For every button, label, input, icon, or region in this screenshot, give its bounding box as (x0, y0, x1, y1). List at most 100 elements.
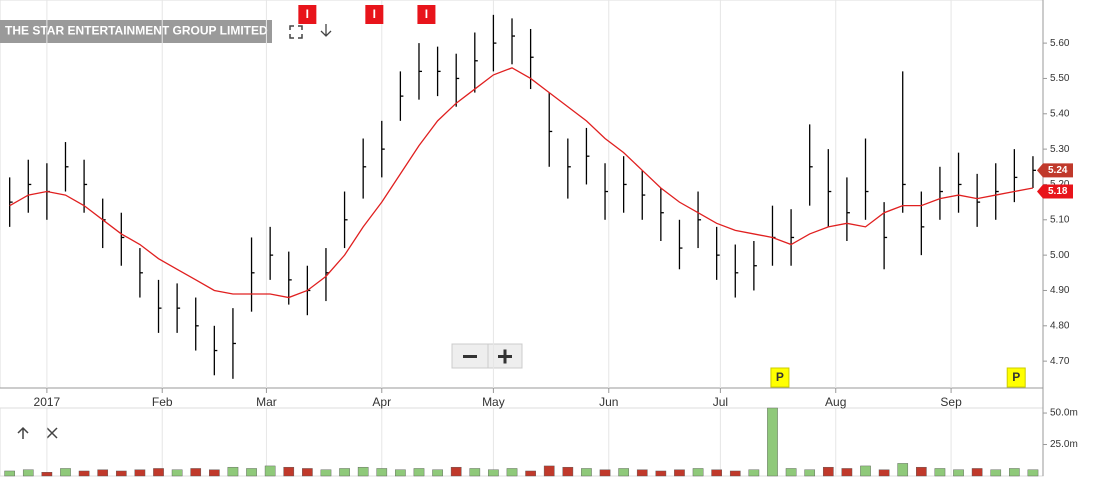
x-tick-label: Sep (940, 395, 962, 409)
volume-panel (0, 407, 1044, 477)
volume-bar (134, 469, 146, 477)
y-tick-label: 5.50 (1050, 73, 1070, 84)
price-panel (0, 0, 1044, 389)
x-tick-label: May (482, 395, 505, 409)
x-tick-label: Mar (256, 395, 277, 409)
event-marker (1006, 367, 1026, 388)
volume-bar (711, 469, 722, 477)
volume-bar (78, 470, 90, 477)
v-tick-label: 25.0m (1050, 439, 1078, 450)
title-box (0, 20, 272, 43)
volume-bar (599, 469, 611, 477)
volume-bar (469, 468, 481, 477)
x-tick-label: Feb (152, 395, 173, 409)
price-tag-label: 5.24 (1048, 165, 1068, 176)
volume-bar (990, 469, 1002, 477)
volume-bar (376, 468, 388, 477)
volume-bar (841, 468, 853, 477)
volume-bar (339, 468, 350, 477)
event-marker-label: I (306, 7, 309, 21)
volume-bar (320, 469, 332, 477)
volume-bar (246, 468, 257, 477)
volume-bar (432, 469, 443, 477)
y-tick-label: 5.30 (1050, 144, 1070, 155)
volume-bar (636, 469, 648, 477)
volume-bar (395, 469, 406, 477)
volume-bar (209, 469, 220, 477)
y-tick-label: 4.90 (1050, 285, 1070, 296)
volume-bar (22, 469, 34, 477)
download-icon[interactable] (320, 24, 332, 37)
volume-bar (878, 469, 890, 477)
volume-bar (450, 466, 462, 477)
volume-bar (302, 468, 313, 477)
volume-bar (934, 468, 946, 477)
event-marker (770, 367, 790, 388)
price-tag (1037, 184, 1073, 199)
volume-bar (655, 470, 667, 477)
v-tick-label: 50.0m (1050, 408, 1078, 419)
volume-bar (41, 472, 53, 477)
y-tick-label: 5.00 (1050, 250, 1070, 261)
y-tick-label: 5.10 (1050, 214, 1070, 225)
volume-bar (729, 470, 741, 477)
event-marker (417, 5, 436, 24)
x-tick-label: Apr (372, 395, 391, 409)
volume-bar (562, 466, 574, 477)
volume-bar (897, 463, 909, 477)
volume-bar (860, 465, 871, 477)
event-marker-label: I (373, 7, 376, 21)
zoom-out-button[interactable] (451, 343, 489, 369)
volume-bar (264, 465, 276, 477)
event-marker-label: I (425, 7, 428, 21)
volume-bar (1027, 469, 1039, 477)
volume-bar (785, 468, 797, 477)
event-marker (298, 5, 317, 24)
price-tag-label: 5.18 (1048, 186, 1068, 197)
chart-title: THE STAR ENTERTAINMENT GROUP LIMITED (5, 24, 268, 38)
volume-bar (767, 407, 778, 477)
volume-bar (916, 466, 927, 477)
price-tag (1037, 163, 1073, 178)
volume-bar (822, 466, 834, 477)
volume-bar (618, 468, 629, 477)
volume-bar (171, 469, 183, 477)
volume-bar (674, 469, 685, 477)
volume-bar (227, 466, 239, 477)
fullscreen-icon[interactable] (289, 25, 303, 39)
volume-bar (4, 470, 15, 477)
moving-average (9, 67, 1034, 299)
volume-bar (525, 470, 536, 477)
volume-bar (543, 465, 555, 477)
volume-bar (971, 468, 983, 477)
volume-bar (804, 469, 816, 477)
volume-bar (1009, 468, 1020, 477)
volume-bar (413, 468, 425, 477)
volume-bar (581, 468, 592, 477)
volume-bar (283, 466, 295, 477)
x-tick-label: Jul (713, 395, 728, 409)
y-tick-label: 4.80 (1050, 320, 1070, 331)
x-tick-label: 2017 (34, 395, 61, 409)
volume-bar (190, 468, 202, 477)
event-marker-label: P (776, 370, 784, 384)
volume-bar (60, 468, 71, 477)
y-tick-label: 4.70 (1050, 356, 1070, 367)
collapse-icon[interactable] (17, 426, 29, 439)
volume-bar (97, 469, 109, 477)
volume-bar (692, 468, 704, 477)
x-tick-label: Aug (825, 395, 846, 409)
volume-bar (748, 469, 760, 477)
volume-bar (153, 468, 164, 477)
volume-bar (357, 466, 369, 477)
volume-bar (115, 470, 127, 477)
event-marker-label: P (1012, 370, 1020, 384)
volume-bar (506, 468, 518, 477)
volume-bar (953, 469, 964, 477)
y-tick-label: 5.60 (1050, 38, 1070, 49)
close-icon[interactable] (46, 427, 58, 439)
x-tick-label: Jun (599, 395, 618, 409)
y-tick-label: 5.40 (1050, 108, 1070, 119)
volume-bar (488, 469, 499, 477)
